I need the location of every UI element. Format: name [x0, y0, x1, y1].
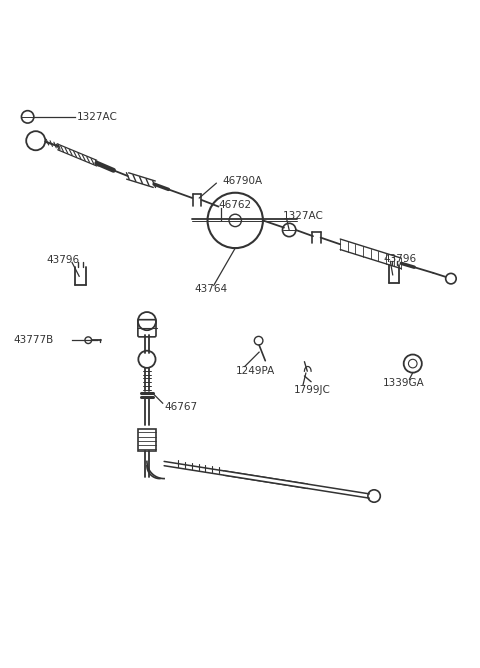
FancyBboxPatch shape: [138, 320, 156, 337]
Text: 43796: 43796: [383, 254, 416, 264]
Text: 46790A: 46790A: [222, 176, 263, 186]
Text: 43777B: 43777B: [13, 335, 54, 345]
Text: 43764: 43764: [195, 284, 228, 294]
Text: 1249PA: 1249PA: [236, 366, 276, 375]
Bar: [138, 430, 156, 451]
Polygon shape: [224, 471, 307, 488]
Text: 1799JC: 1799JC: [293, 385, 330, 395]
Text: 46762: 46762: [218, 200, 252, 210]
Text: 1327AC: 1327AC: [283, 211, 324, 221]
Text: 46767: 46767: [165, 401, 198, 411]
Text: 1339GA: 1339GA: [383, 377, 425, 387]
Text: 1327AC: 1327AC: [77, 112, 118, 122]
Text: 43796: 43796: [47, 255, 80, 265]
